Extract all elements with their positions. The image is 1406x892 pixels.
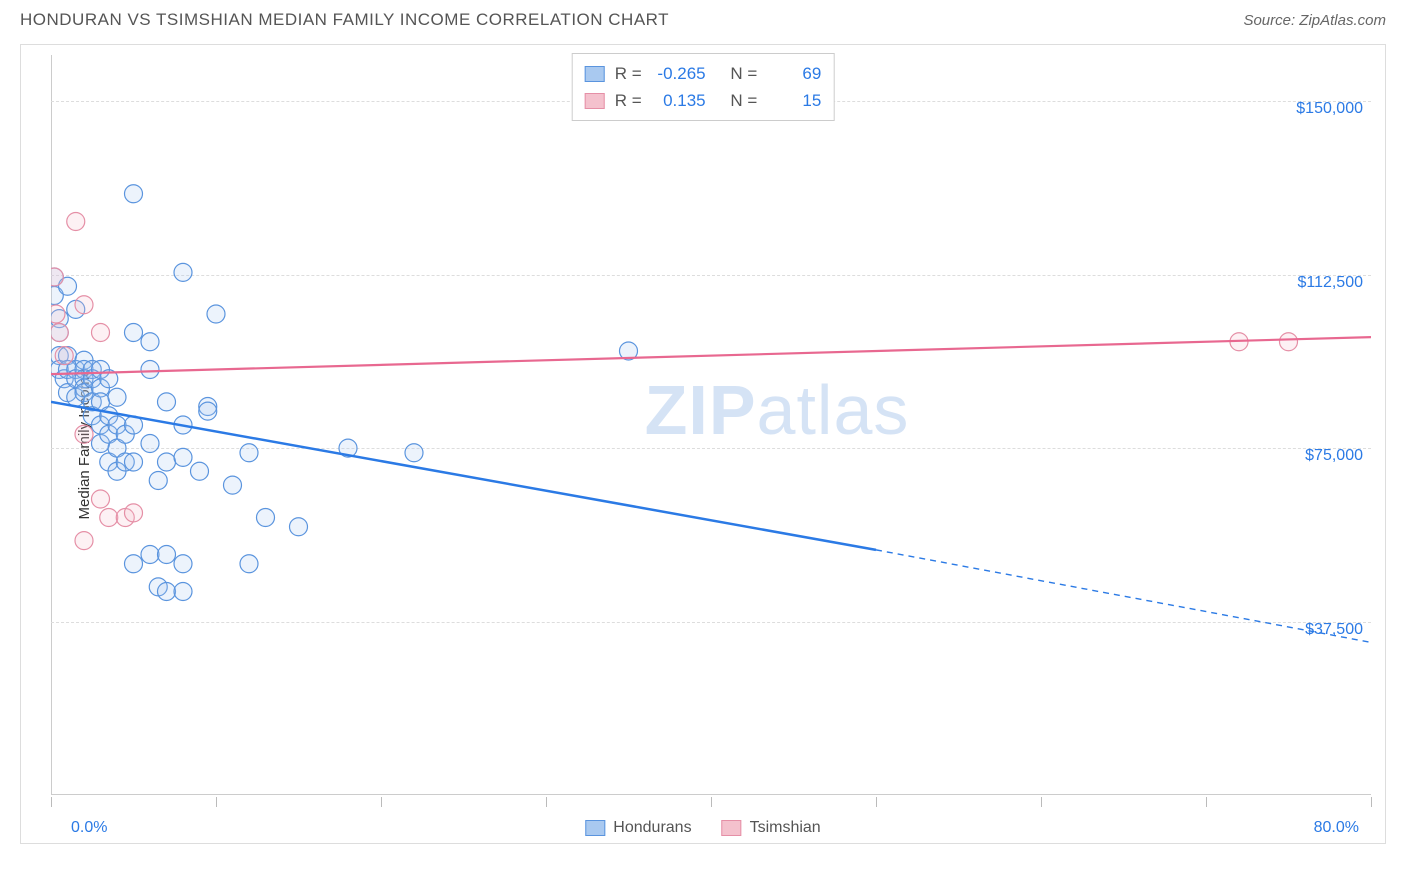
r-value-hondurans: -0.265 xyxy=(652,60,706,87)
stats-row-tsimshian: R = 0.135 N = 15 xyxy=(585,87,822,114)
data-point xyxy=(125,453,143,471)
data-point xyxy=(125,185,143,203)
swatch-tsimshian xyxy=(585,93,605,109)
header: HONDURAN VS TSIMSHIAN MEDIAN FAMILY INCO… xyxy=(0,0,1406,38)
x-tick xyxy=(381,797,382,807)
x-axis-start-label: 0.0% xyxy=(71,819,107,837)
legend-item-tsimshian: Tsimshian xyxy=(722,819,821,837)
data-point xyxy=(191,462,209,480)
data-point xyxy=(141,333,159,351)
data-point xyxy=(75,296,93,314)
stats-legend-box: R = -0.265 N = 69 R = 0.135 N = 15 xyxy=(572,53,835,121)
data-point xyxy=(141,361,159,379)
data-point xyxy=(141,546,159,564)
legend-label-tsimshian: Tsimshian xyxy=(750,819,821,837)
data-point xyxy=(51,324,68,342)
data-point xyxy=(125,504,143,522)
data-point xyxy=(125,555,143,573)
trend-line xyxy=(51,337,1371,374)
data-point xyxy=(405,444,423,462)
x-tick xyxy=(876,797,877,807)
x-axis-end-label: 80.0% xyxy=(1314,819,1359,837)
x-tick xyxy=(1206,797,1207,807)
trend-line xyxy=(51,402,876,550)
data-point xyxy=(158,453,176,471)
stats-row-hondurans: R = -0.265 N = 69 xyxy=(585,60,822,87)
data-point xyxy=(174,448,192,466)
data-point xyxy=(240,555,258,573)
legend-swatch-hondurans xyxy=(585,820,605,836)
data-point xyxy=(141,435,159,453)
data-point xyxy=(174,555,192,573)
x-tick xyxy=(546,797,547,807)
data-point xyxy=(257,509,275,527)
data-point xyxy=(75,425,93,443)
data-point xyxy=(92,490,110,508)
data-point xyxy=(149,472,167,490)
data-point xyxy=(51,268,63,286)
chart-container: Median Family Income ZIPatlas $37,500$75… xyxy=(20,44,1386,844)
plot-area: ZIPatlas $37,500$75,000$112,500$150,000 xyxy=(51,55,1371,795)
data-point xyxy=(290,518,308,536)
data-point xyxy=(174,263,192,281)
legend-item-hondurans: Hondurans xyxy=(585,819,691,837)
r-value-tsimshian: 0.135 xyxy=(652,87,706,114)
data-point xyxy=(92,324,110,342)
legend-swatch-tsimshian xyxy=(722,820,742,836)
n-value-tsimshian: 15 xyxy=(767,87,821,114)
legend-bottom: Hondurans Tsimshian xyxy=(585,819,820,837)
data-point xyxy=(55,347,73,365)
data-point xyxy=(67,213,85,231)
x-tick xyxy=(51,797,52,807)
x-tick xyxy=(711,797,712,807)
trend-line-extrapolated xyxy=(876,550,1371,643)
data-point xyxy=(158,393,176,411)
data-point xyxy=(75,532,93,550)
data-point xyxy=(108,388,126,406)
data-point xyxy=(240,444,258,462)
n-value-hondurans: 69 xyxy=(767,60,821,87)
data-point xyxy=(158,583,176,601)
x-tick xyxy=(1041,797,1042,807)
data-point xyxy=(100,509,118,527)
data-point xyxy=(1280,333,1298,351)
source-label: Source: ZipAtlas.com xyxy=(1243,12,1386,29)
data-point xyxy=(224,476,242,494)
data-point xyxy=(199,402,217,420)
chart-title: HONDURAN VS TSIMSHIAN MEDIAN FAMILY INCO… xyxy=(20,10,669,30)
data-point xyxy=(51,305,65,323)
data-point xyxy=(158,546,176,564)
data-point xyxy=(125,324,143,342)
data-point xyxy=(174,583,192,601)
swatch-hondurans xyxy=(585,66,605,82)
x-tick xyxy=(1371,797,1372,807)
legend-label-hondurans: Hondurans xyxy=(613,819,691,837)
scatter-svg xyxy=(51,55,1371,795)
x-tick xyxy=(216,797,217,807)
data-point xyxy=(207,305,225,323)
